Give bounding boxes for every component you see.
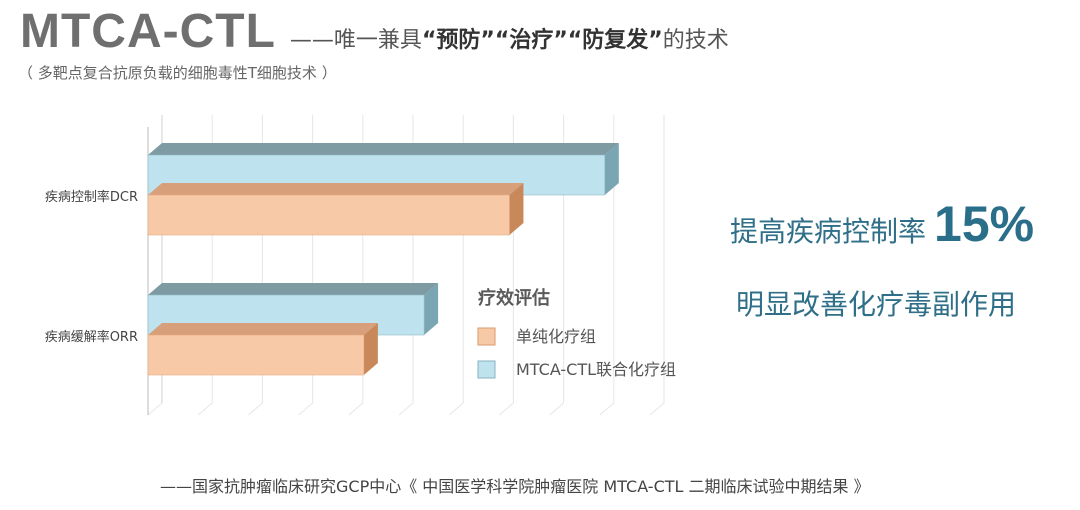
bar-front-face [147,334,365,376]
grid-line-floor [649,402,665,416]
bar-top-face [148,143,619,155]
side-effect-text: 明显改善化疗毒副作用 [736,288,1017,321]
grid-line-floor [147,402,163,416]
source-citation: ——国家抗肿瘤临床研究GCP中心《 中国医学科学院肿瘤医院 MTCA-CTL 二… [160,477,870,496]
subtitle: （ 多靶点复合抗原负载的细胞毒性T细胞技术 ） [18,64,337,82]
bar-front-face [147,194,510,236]
grid-line-floor [248,402,263,416]
bar-side-face [424,283,439,335]
legend-swatch [477,360,496,379]
tagline-treatment: “治疗” [494,28,568,53]
grid-line-floor [599,402,615,416]
grid-line-floor [197,402,213,416]
bar-top-face [148,183,524,195]
bar-top-face [148,323,378,335]
legend-label: MTCA-CTL联合化疗组 [516,360,676,379]
legend-title: 疗效评估 [478,287,550,309]
grid-line-floor [499,402,514,416]
bar-side-face [363,323,378,375]
tagline-prevention: “预防” [421,28,495,53]
bar-side-face [604,143,619,195]
bar-top-face [148,283,439,295]
title-row: MTCA-CTL ——唯一兼具“预防”“治疗”“防复发”的技术 [20,4,729,58]
grid-line-floor [398,402,414,416]
category-label: 疾病缓解率ORR [45,329,138,345]
tagline-prefix: ——唯一兼具 [289,28,422,53]
category-label: 疾病控制率DCR [45,189,138,205]
tagline-suffix: 的技术 [662,28,729,53]
grid-line-floor [298,402,313,416]
brand-title: MTCA-CTL [20,5,276,58]
highlight-block: 提高疾病控制率 15% [730,195,1034,253]
grid-line-floor [448,402,464,416]
grid-line-floor [348,402,364,416]
legend-label: 单纯化疗组 [516,327,596,346]
tagline-anti-relapse: “防复发” [567,28,663,53]
legend-swatch [477,327,496,346]
grid-line-floor [549,402,564,416]
highlight-text: 提高疾病控制率 [730,215,927,248]
bar-side-face [509,183,524,235]
tagline: ——唯一兼具“预防”“治疗”“防复发”的技术 [290,22,729,54]
highlight-number: 15% [934,196,1035,252]
